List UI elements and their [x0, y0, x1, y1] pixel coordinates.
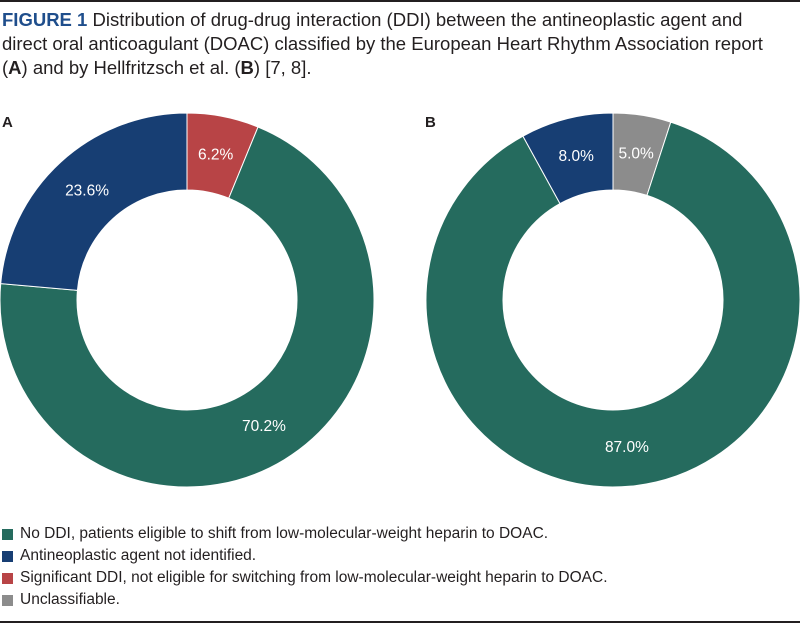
figure-label: FIGURE 1 [2, 9, 88, 30]
caption-panel-b: B [240, 57, 254, 78]
legend-item-significant-ddi: Significant DDI, not eligible for switch… [2, 567, 608, 589]
legend-swatch-unclassifiable [2, 594, 13, 606]
legend-item-unclassifiable: Unclassifiable. [2, 589, 608, 611]
legend-label-unclassifiable: Unclassifiable. [20, 591, 120, 608]
chart-b-label-unclassifiable: 5.0% [618, 145, 654, 162]
legend-swatch-not-identified [2, 550, 13, 562]
chart-a-label-no-ddi: 70.2% [242, 418, 286, 435]
legend-swatch-significant-ddi [2, 572, 13, 584]
chart-b-slice-no-ddi [425, 121, 800, 488]
caption-text-3: ) [7, 8]. [253, 57, 312, 78]
chart-a-label-not-identified: 23.6% [65, 182, 109, 199]
caption-text-2: ) and by Hellfritzsch et al. ( [21, 57, 241, 78]
chart-a-slice-not-identified [0, 112, 188, 291]
legend-item-not-identified: Antineoplastic agent not identified. [2, 545, 608, 567]
legend-swatch-no-ddi [2, 528, 13, 540]
panel-b-letter: B [425, 114, 436, 131]
caption-panel-a: A [8, 57, 22, 78]
caption-text-1: Distribution of drug-drug interaction (D… [2, 9, 763, 78]
legend-label-no-ddi: No DDI, patients eligible to shift from … [20, 525, 549, 542]
chart-b-label-not-identified: 8.0% [559, 148, 595, 165]
bottom-rule [0, 621, 800, 623]
legend-label-not-identified: Antineoplastic agent not identified. [20, 547, 257, 564]
chart-b-slice-not-identified [522, 112, 614, 205]
top-rule [0, 0, 800, 2]
chart-a-slice-no-ddi [0, 126, 375, 488]
legend-item-no-ddi: No DDI, patients eligible to shift from … [2, 523, 608, 545]
legend: No DDI, patients eligible to shift from … [2, 523, 608, 611]
chart-a-label-significant-ddi: 6.2% [198, 146, 234, 163]
legend-label-significant-ddi: Significant DDI, not eligible for switch… [20, 569, 608, 586]
figure-caption: FIGURE 1 Distribution of drug-drug inter… [2, 8, 792, 80]
panel-a-letter: A [2, 114, 13, 131]
chart-b-label-no-ddi: 87.0% [605, 439, 649, 456]
